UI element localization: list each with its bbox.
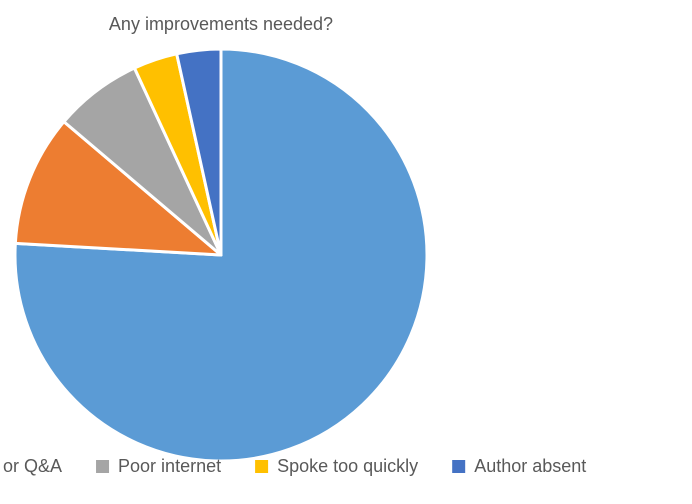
pie-slice-1 (13, 47, 429, 463)
legend-label-1: or Q&A (3, 456, 62, 476)
pie-slices (13, 47, 429, 463)
legend-label-3: Spoke too quickly (277, 456, 418, 476)
legend-label-2: Poor internet (118, 456, 221, 476)
pie-slice-2 (13, 120, 223, 257)
legend-swatch-2 (96, 460, 110, 473)
legend-swatch-4 (452, 460, 466, 473)
legend-swatch-3 (255, 460, 269, 473)
chart-title: Any improvements needed? (109, 14, 333, 34)
chart-legend: or Q&A Poor internet Spoke too quickly Auth… (3, 456, 586, 476)
pie-slice-5 (175, 47, 223, 257)
legend-label-4: Author absent (474, 456, 586, 476)
